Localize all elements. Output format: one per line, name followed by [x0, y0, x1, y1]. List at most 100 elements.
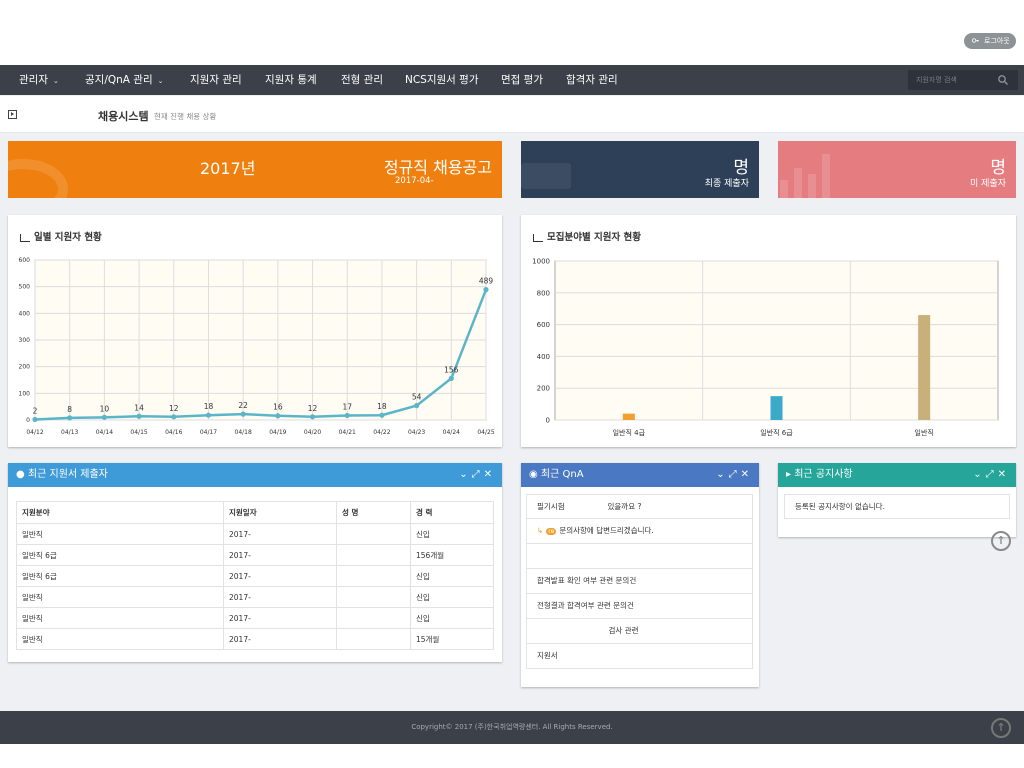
cell-name: [336, 628, 411, 650]
table-row[interactable]: 일반직 2017- 신입: [16, 586, 494, 608]
cell-career: 15개월: [410, 628, 494, 650]
cell-name: [336, 565, 411, 587]
data-label: 12: [308, 404, 318, 413]
list-item[interactable]: 지원서: [526, 644, 753, 669]
banner-year: 2017년: [200, 159, 256, 178]
data-point: [414, 403, 420, 409]
nav-admin-label: 관리자: [19, 74, 48, 86]
bottom-margin: [0, 744, 1024, 768]
data-point: [32, 416, 38, 423]
cell-name: [336, 586, 411, 608]
recent-qna-header: ◉ 최근 QnA ⌄⤢✕: [521, 463, 759, 487]
collapse-icon[interactable]: ⌄: [459, 469, 472, 480]
nav-screening[interactable]: 전형 관리: [341, 74, 383, 86]
scroll-top-icon[interactable]: ↑: [991, 531, 1011, 551]
play-icon: [8, 110, 17, 119]
list-item[interactable]: 검사 관련: [526, 619, 753, 644]
list-item[interactable]: ↳ re 문의사항에 답변드리겠습니다.: [526, 519, 753, 544]
table-row[interactable]: 일반직 2017- 15개월: [16, 628, 494, 650]
col-name: 성 명: [336, 501, 411, 524]
x-tick-label: 04/13: [61, 429, 78, 436]
data-label: 16: [273, 403, 283, 412]
data-label: 22: [238, 401, 248, 410]
close-icon[interactable]: ✕: [740, 469, 753, 480]
decorative-bar: [780, 180, 788, 198]
top-bar: 로그아웃: [0, 0, 1024, 65]
page-subtitle: 현재 진행 채용 상황: [154, 112, 217, 121]
close-icon[interactable]: ✕: [483, 469, 496, 480]
not-submitted-card[interactable]: 명 미 제출자: [778, 141, 1016, 198]
final-submitted-label: 최종 제출자: [704, 179, 749, 189]
list-item[interactable]: 합격발표 확인 여부 관련 문의건: [526, 569, 753, 594]
expand-icon[interactable]: ⤢: [728, 469, 741, 480]
nav-applicant-mgmt[interactable]: 지원자 관리: [190, 74, 242, 86]
not-submitted-count: 명: [990, 158, 1006, 178]
table-row[interactable]: 일반직 2017- 신입: [16, 523, 494, 545]
y-tick-label: 0: [546, 417, 550, 425]
comment-icon: ◉: [529, 469, 538, 480]
cell-career: 신입: [410, 523, 494, 545]
expand-icon[interactable]: ⤢: [985, 469, 998, 480]
x-tick-label: 04/20: [304, 429, 321, 436]
x-tick-label: 04/17: [200, 429, 217, 436]
table-row[interactable]: 일반직 2017- 신입: [16, 607, 494, 629]
expand-icon[interactable]: ⤢: [471, 469, 484, 480]
nav-admin[interactable]: 관리자 ⌄: [19, 65, 59, 95]
cell-name: [336, 544, 411, 566]
nav-passers[interactable]: 합격자 관리: [566, 74, 618, 86]
table-row[interactable]: 일반직 6급 2017- 156개월: [16, 544, 494, 566]
nav-notice-qna[interactable]: 공지/QnA 관리 ⌄: [85, 65, 164, 95]
decorative-shape: [521, 163, 571, 189]
reply-arrow-icon: ↳: [537, 526, 544, 535]
close-icon[interactable]: ✕: [997, 469, 1010, 480]
panel-controls: ⌄⤢✕: [973, 463, 1010, 487]
search-placeholder: 지원자명 검색: [916, 76, 957, 84]
y-tick-label: 500: [19, 284, 31, 291]
nav-applicant-stats[interactable]: 지원자 통계: [265, 74, 317, 86]
nav-ncs-eval[interactable]: NCS지원서 평가: [405, 74, 479, 86]
data-label: 18: [204, 402, 214, 411]
scroll-top-icon-footer[interactable]: ↑: [991, 718, 1011, 738]
final-submitted-card[interactable]: 명 최종 제출자: [521, 141, 759, 198]
x-tick-label: 04/22: [373, 429, 390, 436]
decorative-circle: [8, 159, 68, 198]
megaphone-icon: ▸: [786, 469, 792, 480]
table-row[interactable]: 일반직 6급 2017- 신입: [16, 565, 494, 587]
y-tick-label: 400: [19, 310, 31, 317]
list-item[interactable]: 전형결과 합격여부 관련 문의건: [526, 594, 753, 619]
field-bar-chart: 0 200 400 600 800 1000 일반직 4급 일반직 6급 일반직: [532, 258, 999, 437]
notice-empty: 등록된 공지사항이 없습니다.: [784, 494, 1010, 519]
collapse-icon[interactable]: ⌄: [716, 469, 729, 480]
qna-list: 필기시험 있을까요 ? ↳ re 문의사항에 답변드리겠습니다. 합격발표 확인 여부 …: [526, 494, 753, 669]
col-date: 지원일자: [223, 501, 337, 524]
daily-chart-title-wrap: 일별 지원자 현황: [20, 229, 102, 243]
list-item[interactable]: 필기시험 있을까요 ?: [526, 494, 753, 519]
x-tick-label: 04/19: [269, 429, 286, 436]
bar-chart-icon: [533, 233, 543, 242]
data-point: [483, 287, 489, 293]
search-icon[interactable]: [997, 74, 1009, 86]
nav-interview-eval[interactable]: 면접 평가: [501, 74, 543, 86]
key-icon: [972, 38, 979, 43]
search-input[interactable]: 지원자명 검색: [908, 70, 1018, 90]
data-label: 489: [479, 277, 494, 286]
data-point: [136, 413, 142, 419]
collapse-icon[interactable]: ⌄: [973, 469, 986, 480]
y-tick-label: 600: [19, 257, 31, 264]
cell-date: 2017-: [223, 523, 337, 545]
logout-button[interactable]: 로그아웃: [964, 33, 1016, 49]
data-point: [379, 412, 385, 418]
cell-career: 신입: [410, 565, 494, 587]
data-label: 8: [67, 405, 72, 414]
data-point: [205, 412, 212, 418]
cell-field: 일반직: [16, 607, 224, 629]
list-item[interactable]: [526, 544, 753, 569]
chevron-down-icon: ⌄: [157, 77, 164, 85]
daily-chart-title: 일별 지원자 현황: [34, 232, 102, 243]
recruit-banner[interactable]: 2017년 정규직 채용공고 2017-04-: [8, 141, 502, 198]
data-label: 156: [444, 365, 459, 374]
data-point: [448, 375, 454, 381]
recent-notice-panel: ▸ 최근 공지사항 ⌄⤢✕ 등록된 공지사항이 없습니다.: [778, 463, 1016, 537]
y-tick-label: 100: [19, 390, 31, 397]
